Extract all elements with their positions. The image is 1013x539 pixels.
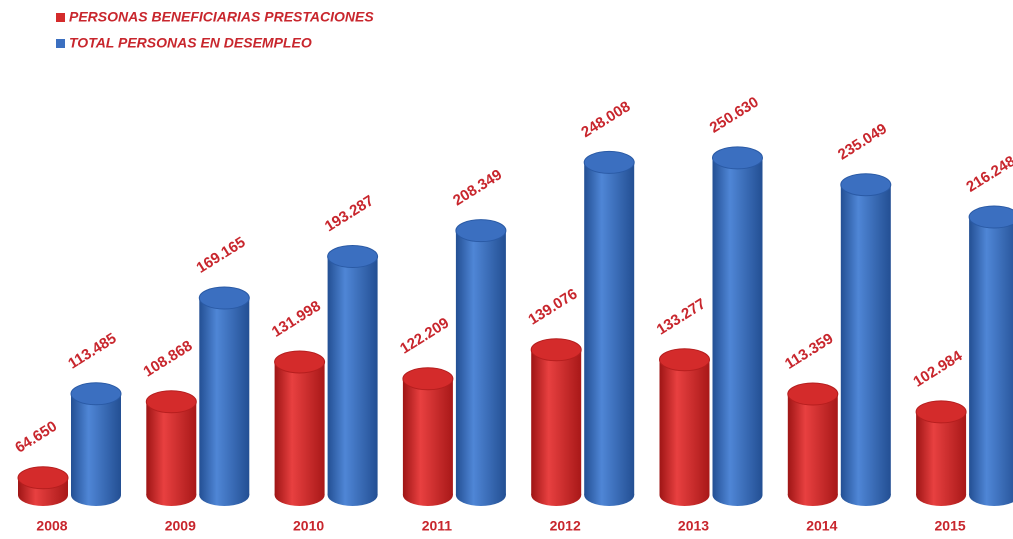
cylinder: [530, 338, 582, 506]
value-label: 139.076: [525, 285, 580, 328]
cylinder: [455, 219, 507, 506]
cylinder-top: [840, 173, 892, 197]
value-label: 235.049: [835, 120, 890, 163]
cylinder-top: [787, 382, 839, 406]
cylinder-top: [712, 146, 763, 170]
cylinder-body: [199, 298, 250, 495]
cylinder-body: [71, 393, 121, 495]
cylinder-body: [969, 217, 1013, 495]
value-label: 102.984: [910, 347, 966, 390]
value-label: 64.650: [12, 418, 60, 457]
cylinder: [659, 348, 710, 506]
cylinder-body: [402, 378, 453, 495]
cylinder: [402, 367, 454, 506]
value-label: 122.209: [397, 314, 452, 357]
cylinder-top: [659, 348, 710, 372]
cylinder: [968, 205, 1013, 506]
cylinder-top: [274, 350, 326, 374]
cylinder-body: [327, 256, 378, 495]
value-label: 108.868: [141, 337, 196, 380]
cylinder-body: [531, 349, 582, 495]
cylinder-body: [787, 394, 838, 495]
cylinder-body: [659, 359, 710, 495]
cylinder: [327, 245, 379, 506]
x-tick-label: 2010: [293, 518, 324, 534]
cylinder: [915, 400, 967, 506]
legend-swatch: [56, 13, 65, 22]
legend-item: TOTAL PERSONAS EN DESEMPLEO: [56, 35, 312, 51]
value-label: 131.998: [269, 298, 324, 341]
x-tick-label: 2011: [422, 518, 453, 534]
cylinder: [840, 173, 892, 506]
value-label: 248.008: [578, 98, 633, 141]
legend-label: TOTAL PERSONAS EN DESEMPLEO: [69, 35, 312, 51]
cylinder: [198, 286, 250, 506]
value-label: 113.485: [65, 330, 119, 373]
x-tick-label: 2013: [678, 518, 709, 534]
cylinder: [17, 466, 69, 506]
cylinder: [787, 382, 839, 506]
cylinder-top: [583, 150, 635, 174]
value-label: 193.287: [322, 192, 377, 235]
cylinder: [274, 350, 326, 506]
x-tick-label: 2015: [935, 518, 966, 534]
cylinder-body: [584, 162, 635, 495]
cylinder-top: [402, 367, 454, 391]
cylinder-top: [145, 390, 197, 414]
x-tick-label: 2012: [550, 518, 581, 534]
cylinder: [712, 146, 763, 506]
legend-swatch: [56, 39, 65, 48]
value-label: 208.349: [450, 166, 505, 209]
cylinder: [70, 382, 122, 506]
cylinder-body: [916, 411, 967, 495]
value-label: 133.277: [654, 295, 709, 338]
cylinder-body: [146, 401, 197, 495]
value-label: 113.359: [782, 330, 836, 373]
cylinder-body: [712, 157, 763, 496]
cylinder: [145, 390, 197, 506]
cylinder-body: [840, 184, 891, 496]
cylinder-top: [198, 286, 250, 310]
cylinder-top: [455, 219, 507, 243]
value-label: 169.165: [194, 234, 249, 277]
cylinder-top: [530, 338, 582, 362]
cylinder-top: [915, 400, 967, 424]
cylinder: [583, 150, 635, 506]
cylinder-top: [327, 245, 379, 269]
value-label: 250.630: [707, 94, 762, 137]
cylinder-top: [70, 382, 122, 406]
x-tick-label: 2008: [36, 518, 67, 534]
cylinder-top: [968, 205, 1013, 229]
legend-label: PERSONAS BENEFICIARIAS PRESTACIONES: [69, 9, 374, 25]
value-label: 216.248: [963, 153, 1013, 196]
cylinder-body: [274, 361, 325, 495]
legend-item: PERSONAS BENEFICIARIAS PRESTACIONES: [56, 9, 374, 25]
cylinder-top: [17, 466, 69, 490]
x-tick-label: 2009: [165, 518, 196, 534]
x-tick-label: 2014: [806, 518, 837, 534]
cylinder-body: [455, 230, 506, 496]
